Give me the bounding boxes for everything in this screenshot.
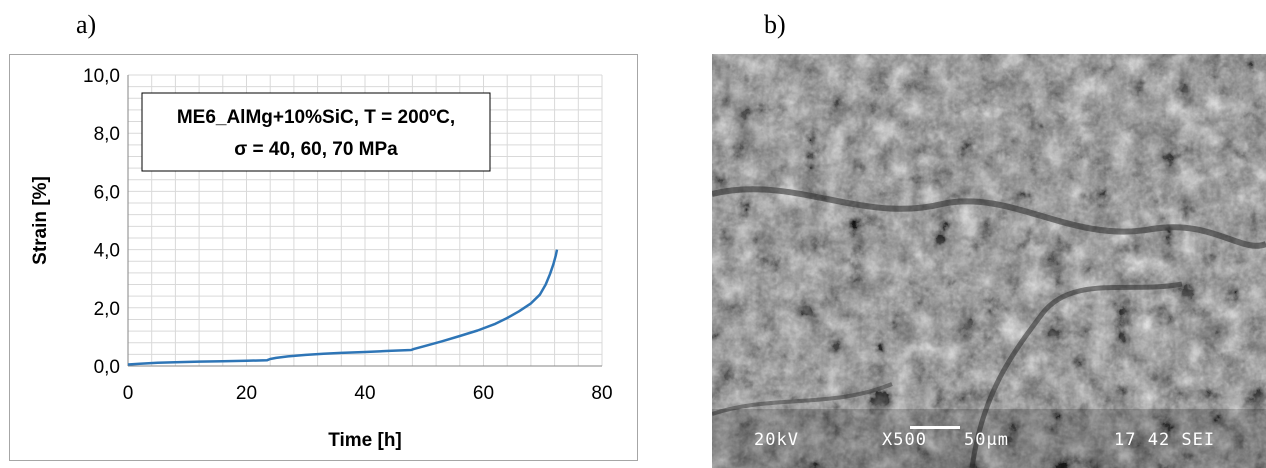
chart-canvas: 0 20 40 60 80 0,0 2,0 4,0 6,0 8,0 10,0 Time [h] Stra… [30, 66, 613, 451]
y-axis-label: Strain [%] [30, 176, 51, 265]
sem-micrograph: 20kV X500 50µm 17 42 SEI [712, 54, 1266, 468]
sem-image [712, 54, 1266, 468]
x-tick-label: 80 [591, 383, 612, 404]
annotation-box [141, 92, 491, 172]
sem-voltage-label: 20kV [754, 430, 799, 450]
x-tick-label: 40 [354, 383, 375, 404]
chart-title: ME6_AlMg+10%SiC, T = 200ºC, [177, 107, 455, 128]
y-tick-label: 0,0 [94, 357, 120, 378]
strain-series-line [127, 249, 559, 366]
x-tick-label: 0 [123, 383, 134, 404]
x-tick-label: 60 [473, 383, 494, 404]
strain-time-chart: 0 20 40 60 80 0,0 2,0 4,0 6,0 8,0 10,0 Time [h] Stra… [9, 54, 638, 461]
sem-magnification-label: X500 [882, 430, 927, 450]
sem-scale-label: 50µm [964, 430, 1009, 450]
y-tick-label: 2,0 [94, 299, 120, 320]
panel-label-b: b) [764, 10, 786, 39]
x-axis-label: Time [h] [328, 430, 402, 451]
panel-label-a: a) [76, 10, 97, 39]
y-tick-label: 8,0 [94, 124, 120, 145]
x-tick-label: 20 [236, 383, 257, 404]
y-tick-label: 6,0 [94, 182, 120, 203]
chart-subtitle: σ = 40, 60, 70 MPa [234, 139, 398, 160]
sem-info-label: 17 42 SEI [1114, 430, 1216, 450]
y-tick-label: 10,0 [83, 66, 120, 87]
sem-scale-bar [910, 426, 960, 429]
y-tick-label: 4,0 [94, 241, 120, 262]
